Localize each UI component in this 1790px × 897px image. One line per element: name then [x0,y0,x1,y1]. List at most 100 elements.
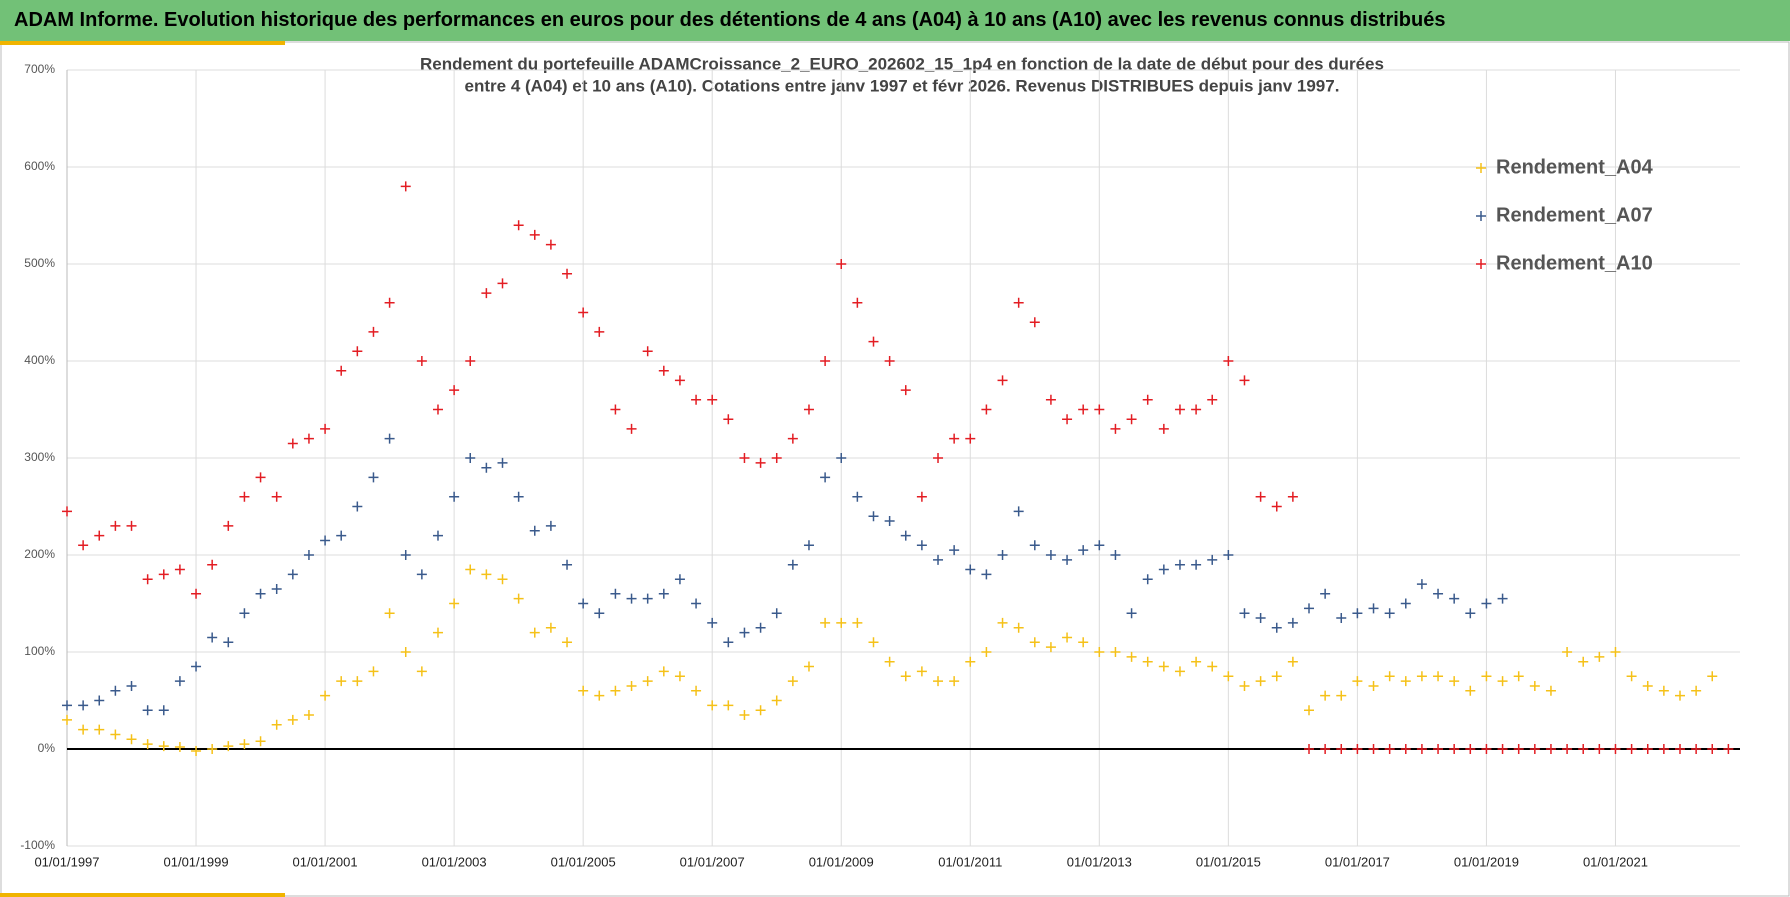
point [1094,540,1105,551]
point [481,462,492,473]
x-tick-label: 01/01/2011 [938,854,1002,869]
point [1174,404,1185,415]
point [981,569,992,580]
point [465,356,476,366]
point [707,700,718,711]
point [416,356,427,366]
point [1094,404,1105,415]
point [1691,744,1702,754]
point [497,457,508,468]
point [191,661,202,672]
point [1078,545,1089,556]
x-tick-label: 01/01/2001 [293,854,358,869]
point [626,593,637,604]
point [1658,685,1669,696]
point [158,569,169,580]
point [1707,671,1718,682]
point [271,491,282,502]
point [336,530,347,541]
point [400,181,411,192]
point [255,588,266,599]
point [1142,574,1153,585]
point [1239,608,1250,619]
point [1158,423,1169,434]
point [287,569,298,580]
point [1691,685,1702,696]
point [126,734,137,745]
point [1433,744,1444,754]
point [1368,744,1379,754]
point [481,569,492,580]
point [1545,685,1556,696]
point [320,423,331,434]
point [1642,744,1653,754]
legend-marker [1476,163,1486,173]
point [303,550,314,560]
point [1578,656,1589,667]
point [62,700,72,711]
point [658,588,669,599]
point [1271,501,1282,512]
point [658,365,669,376]
point [1642,680,1653,691]
point [303,433,314,444]
point [1223,671,1234,682]
point [1304,705,1315,716]
point [916,491,927,502]
point [868,511,879,522]
point [610,404,621,415]
x-tick-label: 01/01/2007 [680,854,745,869]
point [949,676,960,687]
x-tick-label: 01/01/2013 [1067,854,1132,869]
point [1578,744,1589,754]
point [1110,647,1121,657]
point [820,472,831,483]
point [1029,540,1040,551]
point [1191,404,1202,415]
point [1078,637,1089,648]
point [1433,671,1444,682]
point [223,637,234,648]
point [578,307,589,318]
point [1416,671,1427,682]
point [1158,564,1169,575]
point [1094,647,1105,657]
point [94,724,105,735]
point [1497,744,1508,754]
point [287,438,298,449]
x-tick-label: 01/01/1999 [164,854,229,869]
x-tick-label: 01/01/2009 [809,854,874,869]
point [513,491,524,502]
point [868,336,879,347]
point [674,574,685,585]
point [1562,647,1573,657]
point [1013,622,1024,633]
point [110,729,121,740]
legend-label: Rendement_A10 [1496,252,1653,274]
point [1045,394,1056,405]
point [562,559,573,570]
point [529,229,540,240]
point [933,554,944,565]
point [1562,744,1573,754]
point [610,685,621,696]
point [691,685,702,696]
point [1110,550,1121,560]
point [1304,603,1315,614]
point [416,569,427,580]
point [1174,559,1185,570]
point [1513,744,1524,754]
point [1013,506,1024,517]
point [239,739,250,750]
point [400,647,411,657]
point [1465,744,1476,754]
point [529,627,540,638]
point [94,530,105,541]
legend-marker [1476,211,1486,221]
point [497,574,508,585]
point [352,676,363,687]
point [191,745,202,756]
point [626,423,637,434]
point [658,666,669,677]
point [1594,744,1605,754]
